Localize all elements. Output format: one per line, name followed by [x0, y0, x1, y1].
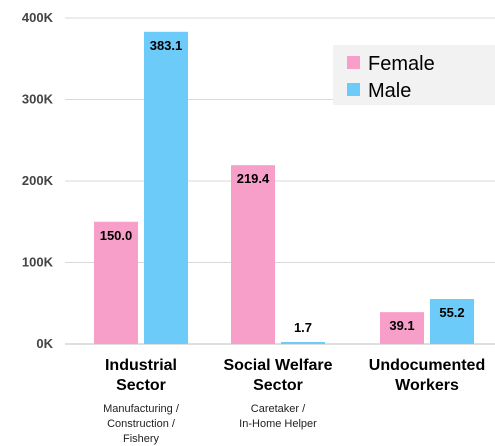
legend-label-male: Male — [368, 80, 411, 102]
bar-female — [231, 165, 275, 344]
category-title: Workers — [395, 377, 459, 394]
bar-male — [430, 299, 474, 344]
y-tick-label: 100K — [22, 255, 54, 270]
bars — [94, 31, 474, 345]
category-title: Sector — [253, 377, 303, 394]
legend-swatch-male — [347, 83, 360, 96]
category-subtitle: Manufacturing / — [103, 403, 180, 415]
legend-swatch-female — [347, 56, 360, 69]
data-label: 55.2 — [439, 305, 464, 320]
y-tick-label: 400K — [22, 10, 54, 25]
bar-male — [144, 31, 188, 345]
category-subtitle: Construction / — [107, 418, 176, 430]
legend: Female Male — [333, 45, 495, 105]
category-title: Undocumented — [369, 357, 485, 374]
data-label: 219.4 — [237, 171, 270, 186]
y-tick-label: 0K — [36, 336, 53, 351]
x-axis-categories: Industrial Sector Manufacturing / Construct… — [103, 357, 485, 445]
legend-label-female: Female — [368, 53, 435, 75]
bar-female — [380, 312, 424, 344]
bar-male — [281, 342, 325, 344]
data-label: 150.0 — [100, 228, 133, 243]
category-title: Social Welfare — [223, 357, 332, 374]
data-labels: 150.0 219.4 39.1 383.1 1.7 55.2 — [100, 38, 465, 335]
bar-female — [94, 221, 138, 344]
y-tick-label: 300K — [22, 92, 54, 107]
data-label: 383.1 — [150, 38, 183, 53]
data-label: 1.7 — [294, 320, 312, 335]
category-subtitle: Caretaker / — [251, 403, 306, 415]
category-title: Industrial — [105, 357, 177, 374]
data-label: 39.1 — [389, 318, 414, 333]
category-title: Sector — [116, 377, 166, 394]
y-tick-label: 200K — [22, 173, 54, 188]
category-subtitle: Fishery — [123, 433, 160, 445]
y-axis-ticks: 0K 100K 200K 300K 400K — [22, 10, 54, 351]
category-subtitle: In-Home Helper — [239, 418, 317, 430]
